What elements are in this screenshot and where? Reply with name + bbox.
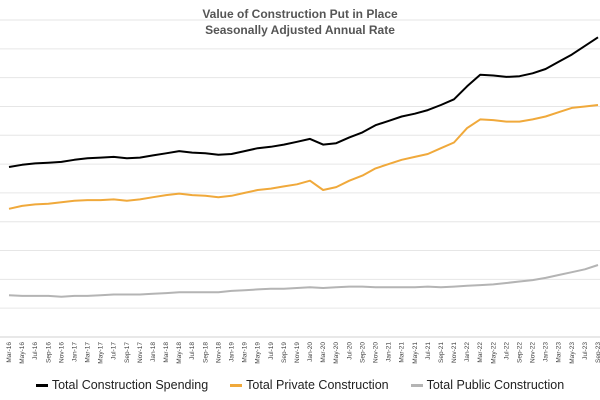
x-tick-label: Mar-17 <box>85 342 92 363</box>
x-tick-label: Jan-22 <box>464 342 471 362</box>
legend-label: Total Private Construction <box>246 378 389 392</box>
x-tick-label: Jan-23 <box>543 342 550 362</box>
x-tick-label: Mar-16 <box>6 342 13 363</box>
x-tick-label: Nov-19 <box>294 342 301 363</box>
chart-title-block: Value of Construction Put in Place Seaso… <box>0 6 600 38</box>
x-tick-label: Jul-23 <box>582 342 589 360</box>
series-line-total-public-construction <box>8 264 599 298</box>
x-tick-label: Nov-17 <box>137 342 144 363</box>
x-tick-label: Jan-18 <box>150 342 157 362</box>
legend: Total Construction Spending Total Private… <box>0 378 600 392</box>
x-tick-label: Nov-20 <box>373 342 380 363</box>
x-tick-label: Sep-18 <box>202 342 209 363</box>
legend-label: Total Public Construction <box>426 378 565 392</box>
legend-swatch <box>35 383 48 387</box>
gridlines <box>0 19 600 338</box>
x-tick-label: Sep-22 <box>517 342 524 363</box>
x-tick-label: Jul-19 <box>268 342 275 360</box>
series-line-total-construction-spending <box>8 36 599 168</box>
x-tick-label: Jul-21 <box>425 342 432 360</box>
x-tick-label: Nov-18 <box>215 342 222 363</box>
series-line-total-private-construction <box>8 104 599 210</box>
x-tick-label: Sep-20 <box>359 342 366 363</box>
x-tick-label: Nov-22 <box>530 342 537 363</box>
x-tick-label: May-17 <box>98 342 105 364</box>
x-tick-label: Jan-20 <box>307 342 314 362</box>
x-tick-label: Jul-16 <box>32 342 39 360</box>
x-tick-label: May-19 <box>255 342 262 364</box>
x-tick-label: Jul-18 <box>189 342 196 360</box>
x-axis: Mar-16 May-16 Jul-16 Sep-16 Nov-16 Jan-17 Mar-… <box>6 342 600 364</box>
x-tick-label: Nov-21 <box>451 342 458 363</box>
x-tick-label: Nov-16 <box>58 342 65 363</box>
x-tick-label: May-20 <box>333 342 340 364</box>
chart-title: Value of Construction Put in Place <box>202 7 398 21</box>
chart-subtitle: Seasonally Adjusted Annual Rate <box>205 23 395 37</box>
x-tick-label: May-16 <box>19 342 26 364</box>
x-tick-label: Sep-19 <box>281 342 288 363</box>
x-tick-label: Jul-20 <box>346 342 353 360</box>
x-tick-label: May-22 <box>490 342 497 364</box>
x-tick-label: Sep-21 <box>438 342 445 363</box>
x-tick-label: Sep-16 <box>45 342 52 363</box>
x-tick-label: Mar-19 <box>242 342 249 363</box>
x-tick-label: Sep-23 <box>595 342 600 363</box>
legend-item: Total Private Construction <box>230 378 389 392</box>
x-tick-label: May-21 <box>412 342 419 364</box>
x-tick-label: Sep-17 <box>124 342 131 363</box>
x-tick-label: Jul-17 <box>111 342 118 360</box>
x-tick-label: Mar-18 <box>163 342 170 363</box>
x-tick-label: Mar-23 <box>556 342 563 363</box>
legend-item: Total Construction Spending <box>35 378 209 392</box>
x-tick-label: Jan-19 <box>229 342 236 362</box>
x-tick-label: Jan-17 <box>71 342 78 362</box>
series-lines <box>8 36 599 298</box>
legend-swatch <box>410 383 423 387</box>
x-tick-label: Jul-22 <box>503 342 510 360</box>
x-tick-label: Mar-21 <box>399 342 406 363</box>
legend-item: Total Public Construction <box>410 378 565 392</box>
legend-swatch <box>230 383 243 387</box>
legend-label: Total Construction Spending <box>51 378 209 392</box>
x-tick-label: Jan-21 <box>386 342 393 362</box>
x-tick-label: May-23 <box>569 342 576 364</box>
x-tick-label: May-18 <box>176 342 183 364</box>
x-tick-label: Mar-22 <box>477 342 484 363</box>
x-tick-label: Mar-20 <box>320 342 327 363</box>
